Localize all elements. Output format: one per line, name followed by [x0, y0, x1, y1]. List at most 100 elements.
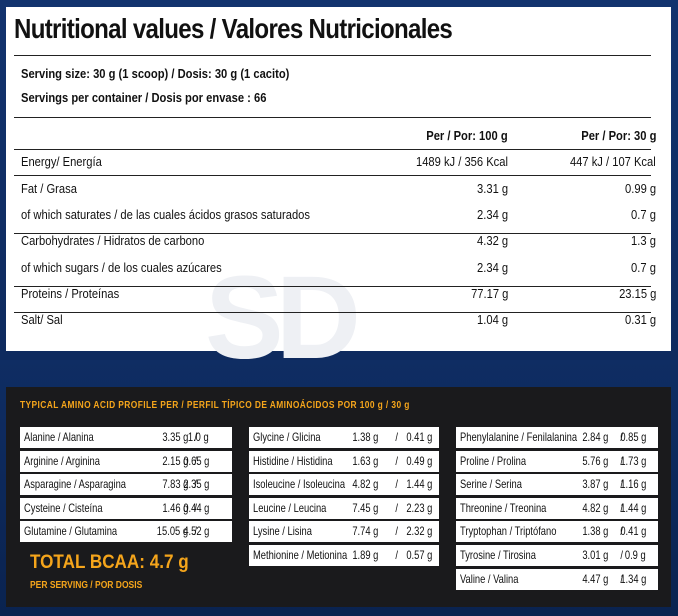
amino-acid-name: Glycine / Glicina — [253, 430, 321, 444]
amino-acid-row: Isoleucine / Isoleucina 4.82 g / 1.44 g — [249, 474, 439, 495]
amino-acid-per100: 1.63 g — [351, 454, 378, 468]
amino-acid-per30: 0.44 g — [182, 501, 209, 515]
nutrition-row-per30: 447 kJ / 107 Kcal — [570, 154, 656, 169]
nutrition-row-label: Energy/ Energía — [21, 154, 102, 169]
amino-acid-separator: / — [395, 430, 398, 444]
amino-acid-per30: 2.23 g — [405, 501, 432, 515]
amino-acid-row: Proline / Prolina 5.76 g /1.73 g — [456, 451, 658, 472]
amino-acid-name: Arginine / Arginina — [24, 454, 100, 468]
divider — [14, 117, 651, 118]
amino-acid-separator: / — [194, 501, 197, 515]
amino-acid-row: Methionine / Metionina 1.89 g / 0.57 g — [249, 545, 439, 566]
divider — [14, 233, 651, 234]
amino-acid-name: Glutamine / Glutamina — [24, 524, 118, 538]
amino-acid-row: Tyrosine / Tirosina 3.01 g /0.9 g — [456, 545, 658, 566]
page-title: Nutritional values / Valores Nutricional… — [14, 13, 453, 44]
amino-acid-separator: / — [620, 548, 623, 562]
column-header-per100: Per / Por: 100 g — [426, 128, 508, 143]
nutrition-row-label: Proteins / Proteínas — [21, 286, 120, 301]
amino-acid-name: Leucine / Leucina — [253, 501, 327, 515]
amino-acid-row: Cysteine / Cisteína 1.46 g /0.44 g — [20, 498, 232, 519]
divider — [14, 55, 651, 56]
nutrition-row-per100: 2.34 g — [476, 207, 508, 222]
amino-acid-per100: 3.87 g — [581, 477, 608, 491]
amino-acid-per100: 4.82 g — [581, 501, 608, 515]
amino-acid-separator: / — [620, 430, 623, 444]
amino-acid-name: Isoleucine / Isoleucina — [253, 477, 346, 491]
amino-acid-heading: TYPICAL AMINO ACID PROFILE PER / PERFIL … — [20, 399, 410, 411]
amino-acid-row: Alanine / Alanina 3.35 g /1.0 g — [20, 427, 232, 448]
amino-acid-per100: 1.38 g — [581, 524, 608, 538]
amino-acid-separator: / — [194, 477, 197, 491]
amino-acid-row: Glutamine / Glutamina 15.05 g /4.52 g — [20, 521, 232, 542]
amino-acid-row: Valine / Valina 4.47 g /1.34 g — [456, 569, 658, 590]
amino-acid-row: Serine / Serina 3.87 g /1.16 g — [456, 474, 658, 495]
amino-acid-row: Leucine / Leucina 7.45 g / 2.23 g — [249, 498, 439, 519]
bcaa-per-serving: PER SERVING / POR DOSIS — [30, 580, 143, 591]
nutrition-row-label: of which sugars / de los cuales azúcares — [21, 260, 222, 275]
amino-acid-name: Cysteine / Cisteína — [24, 501, 103, 515]
amino-acid-per30: 0.49 g — [405, 454, 432, 468]
servings-per-container: Servings per container / Dosis por envas… — [21, 90, 267, 105]
amino-acid-separator: / — [620, 524, 623, 538]
amino-acid-per30: 1.73 g — [619, 454, 646, 468]
amino-acid-separator: / — [194, 454, 197, 468]
amino-acid-separator: / — [194, 524, 197, 538]
amino-acid-name: Valine / Valina — [460, 572, 519, 586]
nutrition-row-per100: 3.31 g — [476, 181, 508, 196]
divider — [14, 312, 651, 313]
amino-acid-separator: / — [620, 572, 623, 586]
amino-acid-per100: 1.38 g — [351, 430, 378, 444]
bcaa-total: TOTAL BCAA: 4.7 g — [30, 552, 189, 573]
amino-acid-per30: 2.32 g — [405, 524, 432, 538]
amino-acid-row: Tryptophan / Triptófano 1.38 g /0.41 g — [456, 521, 658, 542]
amino-acid-separator: / — [395, 524, 398, 538]
amino-acid-name: Serine / Serina — [460, 477, 522, 491]
nutrition-row-label: Fat / Grasa — [21, 181, 77, 196]
nutrition-row-per100: 77.17 g — [470, 286, 508, 301]
amino-acid-per100: 4.47 g — [581, 572, 608, 586]
amino-acid-per30: 1.44 g — [619, 501, 646, 515]
amino-acid-per100: 15.05 g — [156, 524, 188, 538]
amino-acid-separator: / — [620, 501, 623, 515]
amino-acid-name: Threonine / Treonina — [460, 501, 547, 515]
amino-acid-separator: / — [620, 477, 623, 491]
amino-acid-separator: / — [194, 430, 197, 444]
amino-acid-per100: 2.15 g — [161, 454, 188, 468]
amino-acid-row: Histidine / Histidina 1.63 g / 0.49 g — [249, 451, 439, 472]
nutrition-row-per100: 1.04 g — [476, 312, 508, 327]
nutrition-row-per30: 1.3 g — [631, 233, 656, 248]
amino-acid-per30: 1.16 g — [619, 477, 646, 491]
amino-acid-per100: 7.83 g — [161, 477, 188, 491]
nutrition-panel — [6, 7, 671, 351]
amino-acid-separator: / — [395, 548, 398, 562]
watermark-logo: SD — [205, 252, 361, 384]
amino-acid-name: Lysine / Lisina — [253, 524, 312, 538]
amino-acid-name: Methionine / Metionina — [253, 548, 348, 562]
amino-acid-name: Alanine / Alanina — [24, 430, 94, 444]
divider — [14, 149, 651, 150]
amino-acid-per30: 4.52 g — [182, 524, 209, 538]
nutrition-row-per30: 0.99 g — [624, 181, 656, 196]
amino-acid-row: Phenylalanine / Fenilalanina 2.84 g /0.85 … — [456, 427, 658, 448]
nutrition-row-per30: 0.31 g — [624, 312, 656, 327]
divider — [14, 286, 651, 287]
column-header-per30: Per / Por: 30 g — [580, 128, 656, 143]
amino-acid-per100: 3.35 g — [161, 430, 188, 444]
amino-acid-per30: 1.44 g — [405, 477, 432, 491]
amino-acid-per100: 5.76 g — [581, 454, 608, 468]
amino-acid-row: Asparagine / Asparagina 7.83 g /2.35 g — [20, 474, 232, 495]
divider — [14, 175, 651, 176]
amino-acid-name: Histidine / Histidina — [253, 454, 333, 468]
amino-acid-row: Threonine / Treonina 4.82 g /1.44 g — [456, 498, 658, 519]
amino-acid-per100: 1.89 g — [351, 548, 378, 562]
amino-acid-name: Phenylalanine / Fenilalanina — [460, 430, 578, 444]
amino-acid-row: Lysine / Lisina 7.74 g / 2.32 g — [249, 521, 439, 542]
amino-acid-row: Arginine / Arginina 2.15 g /0.65 g — [20, 451, 232, 472]
amino-acid-name: Tyrosine / Tirosina — [460, 548, 536, 562]
nutrition-row-per100: 2.34 g — [476, 260, 508, 275]
nutrition-row-per30: 23.15 g — [618, 286, 656, 301]
amino-acid-per100: 2.84 g — [581, 430, 608, 444]
nutrition-row-per100: 4.32 g — [476, 233, 508, 248]
nutrition-row-label: Carbohydrates / Hidratos de carbono — [21, 233, 205, 248]
